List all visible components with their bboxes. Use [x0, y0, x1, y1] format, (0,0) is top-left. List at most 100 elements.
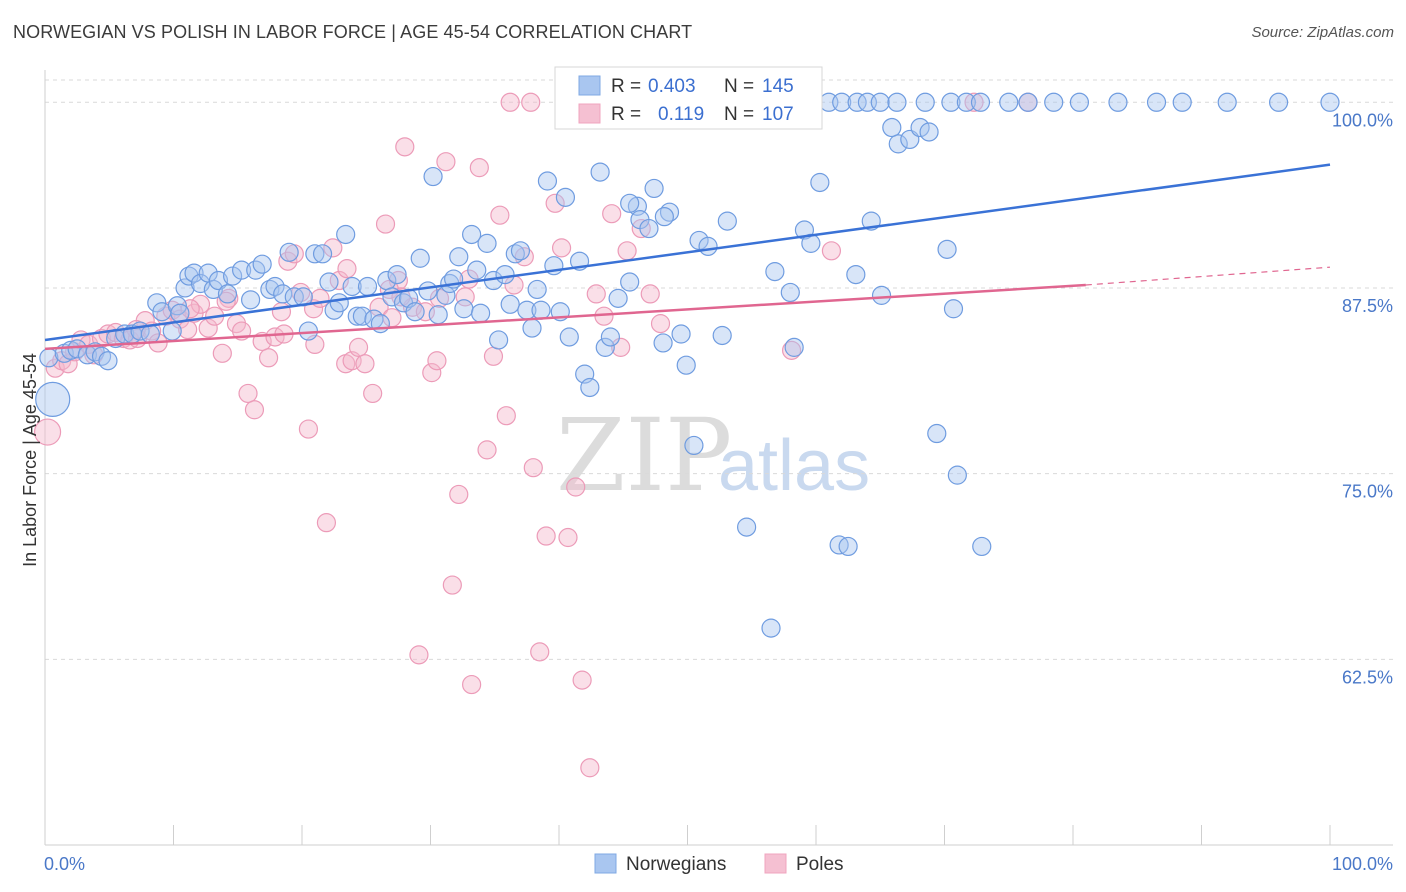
norwegians-point — [1268, 92, 1289, 112]
norwegians-point — [1069, 92, 1090, 112]
norwegians-point — [712, 325, 732, 346]
norwegians-point — [871, 285, 892, 305]
legend-n-label-1: N = — [724, 76, 754, 97]
norwegians-point — [888, 134, 908, 154]
poles-point — [216, 291, 236, 311]
norwegians-point — [970, 92, 991, 112]
legend-r-value-2: 0.119 — [658, 104, 704, 125]
norwegians-point — [418, 281, 438, 301]
norwegians-point — [312, 244, 333, 264]
norwegians-point — [279, 242, 299, 262]
norwegians-point — [531, 300, 551, 320]
bottom-legend-swatch-norwegians — [594, 853, 617, 874]
source-label: Source: ZipAtlas.com — [1251, 24, 1394, 41]
norwegians-point — [167, 296, 187, 316]
poles-point — [964, 92, 984, 112]
norwegians-point — [1146, 92, 1167, 112]
poles-point — [566, 477, 586, 497]
norwegians-point — [217, 284, 238, 304]
norwegians-point — [449, 247, 469, 267]
bottom-legend-swatch-poles — [764, 853, 787, 874]
poles-point — [580, 758, 600, 778]
norwegians-point — [336, 224, 356, 245]
norwegians-point — [1018, 92, 1038, 112]
norwegians-point — [644, 178, 664, 199]
poles-point — [258, 348, 279, 368]
norwegians-point — [1172, 92, 1192, 112]
poles-point — [521, 92, 541, 112]
norwegians-point — [972, 536, 992, 557]
norwegians-point — [671, 324, 691, 344]
norwegians-point — [999, 92, 1019, 112]
norwegians-point — [870, 92, 890, 112]
poles-point — [469, 158, 489, 178]
poles-point — [821, 241, 842, 261]
watermark-atlas: atlas — [718, 426, 870, 506]
norwegians-point — [505, 244, 525, 264]
norwegians-point — [184, 263, 204, 283]
norwegians-point — [252, 254, 272, 274]
norwegians-point — [208, 270, 229, 291]
norwegians-point — [179, 266, 199, 286]
poles-point — [551, 238, 572, 258]
norwegians-point — [462, 224, 482, 245]
norwegians-point — [684, 435, 704, 456]
norwegians-point — [698, 236, 718, 256]
bottom-legend-poles: Poles — [796, 854, 844, 875]
norwegians-point — [956, 92, 976, 112]
norwegians-point — [410, 248, 430, 268]
poles-point — [650, 314, 671, 334]
norwegians-point — [467, 260, 487, 280]
norwegians-point — [175, 278, 195, 298]
norwegians-point — [537, 171, 558, 191]
poles-point — [436, 152, 456, 172]
norwegians-point — [737, 517, 757, 537]
bottom-legend-norwegians: Norwegians — [626, 854, 726, 875]
poles-point — [602, 204, 622, 224]
norwegians-point — [347, 306, 367, 326]
poles-point — [449, 484, 469, 505]
poles-point — [337, 259, 357, 279]
norwegians-point — [919, 122, 939, 142]
norwegians-point — [1044, 92, 1064, 112]
norwegians-point — [1320, 92, 1340, 112]
poles-point — [323, 238, 343, 258]
poles-point — [271, 302, 292, 322]
norwegians-point — [765, 262, 785, 282]
poles-point — [409, 645, 429, 665]
poles-point — [530, 642, 550, 662]
norwegians-point — [471, 303, 491, 323]
poles-point — [348, 337, 369, 357]
y-tick-label: 100.0% — [1332, 110, 1393, 130]
bottom-legend: Norwegians Poles — [594, 853, 844, 875]
poles-point — [572, 670, 592, 690]
y-tick-label: 75.0% — [1342, 482, 1393, 502]
norwegians-point — [608, 288, 628, 308]
norwegians-point — [423, 166, 443, 187]
legend-n-value-1: 145 — [762, 76, 794, 97]
norwegians-point — [761, 618, 781, 638]
norwegians-point — [510, 241, 531, 261]
norwegians-point — [887, 92, 907, 112]
norwegians-point — [639, 218, 659, 239]
poles-point — [640, 284, 660, 304]
legend-r-label-2: R = — [611, 104, 641, 125]
norwegians-point — [500, 294, 520, 314]
poles-trend-line — [44, 283, 1086, 351]
norwegians-trend-line — [44, 163, 1331, 342]
legend-n-label-2: N = — [724, 104, 754, 125]
y-tick-label: 87.5% — [1342, 296, 1393, 316]
x-tick-label-min: 0.0% — [44, 854, 85, 874]
y-axis-label: In Labor Force | Age 45-54 — [20, 353, 40, 567]
norwegians-point — [937, 239, 957, 259]
poles-point — [442, 575, 462, 595]
norwegians-point — [162, 321, 182, 341]
watermark-zip: ZIP — [556, 397, 732, 514]
norwegians-point — [915, 92, 935, 112]
norwegians-point — [352, 306, 372, 326]
poles-point — [483, 346, 504, 366]
norwegians-point — [489, 330, 509, 350]
poles-point — [33, 418, 62, 446]
norwegians-point — [595, 337, 615, 357]
poles-point — [238, 383, 258, 404]
